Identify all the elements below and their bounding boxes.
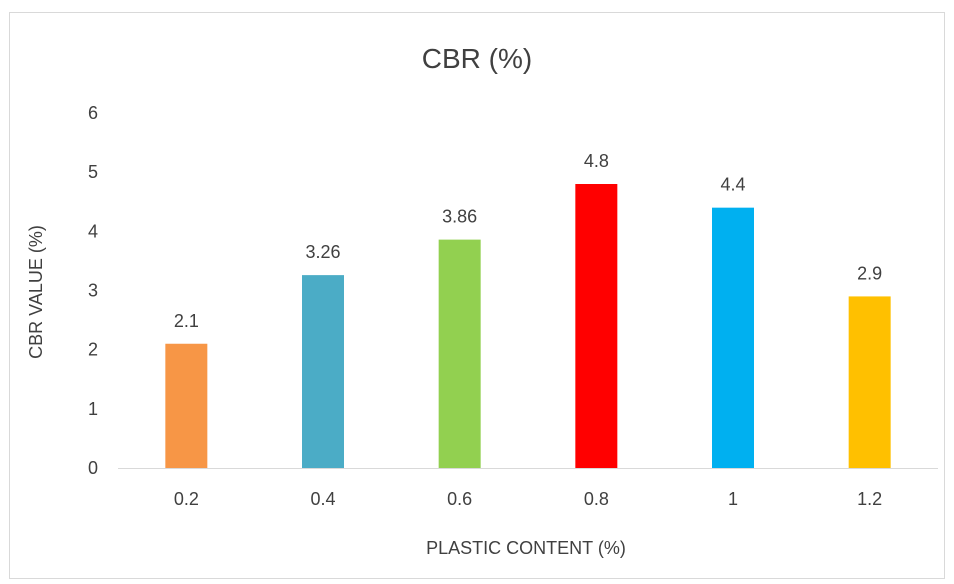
y-tick-label: 4 [88,221,98,241]
y-axis-title: CBR VALUE (%) [26,225,46,359]
bar-0-8 [575,184,618,468]
y-tick-label: 3 [88,281,98,301]
bar-1 [712,207,754,468]
x-axis-title: PLASTIC CONTENT (%) [426,538,626,558]
y-tick-label: 1 [88,399,98,419]
data-label-0-8: 4.8 [584,151,609,171]
y-axis-ticks: 0 1 2 3 4 5 6 [88,103,98,478]
x-tick-label: 1.2 [857,489,882,509]
bar-0-4 [302,275,344,468]
x-tick-label: 1 [728,489,738,509]
data-label-0-2: 2.1 [174,311,199,331]
bars [165,184,891,468]
chart-title: CBR (%) [422,43,532,74]
data-labels: 2.1 3.26 3.86 4.8 4.4 2.9 [174,151,882,331]
x-axis-ticks: 0.2 0.4 0.6 0.8 1 1.2 [174,489,882,509]
x-tick-label: 0.2 [174,489,199,509]
y-tick-label: 5 [88,162,98,182]
data-label-0-6: 3.86 [442,207,477,227]
x-tick-label: 0.8 [584,489,609,509]
bar-0-2 [165,343,208,468]
bar-0-6 [438,239,481,468]
y-tick-label: 0 [88,458,98,478]
data-label-1: 4.4 [720,175,745,195]
bar-1-2 [848,296,891,468]
x-tick-label: 0.6 [447,489,472,509]
y-tick-label: 6 [88,103,98,123]
data-label-1-2: 2.9 [857,263,882,283]
data-label-0-4: 3.26 [305,242,340,262]
x-tick-label: 0.4 [310,489,335,509]
y-tick-label: 2 [88,340,98,360]
